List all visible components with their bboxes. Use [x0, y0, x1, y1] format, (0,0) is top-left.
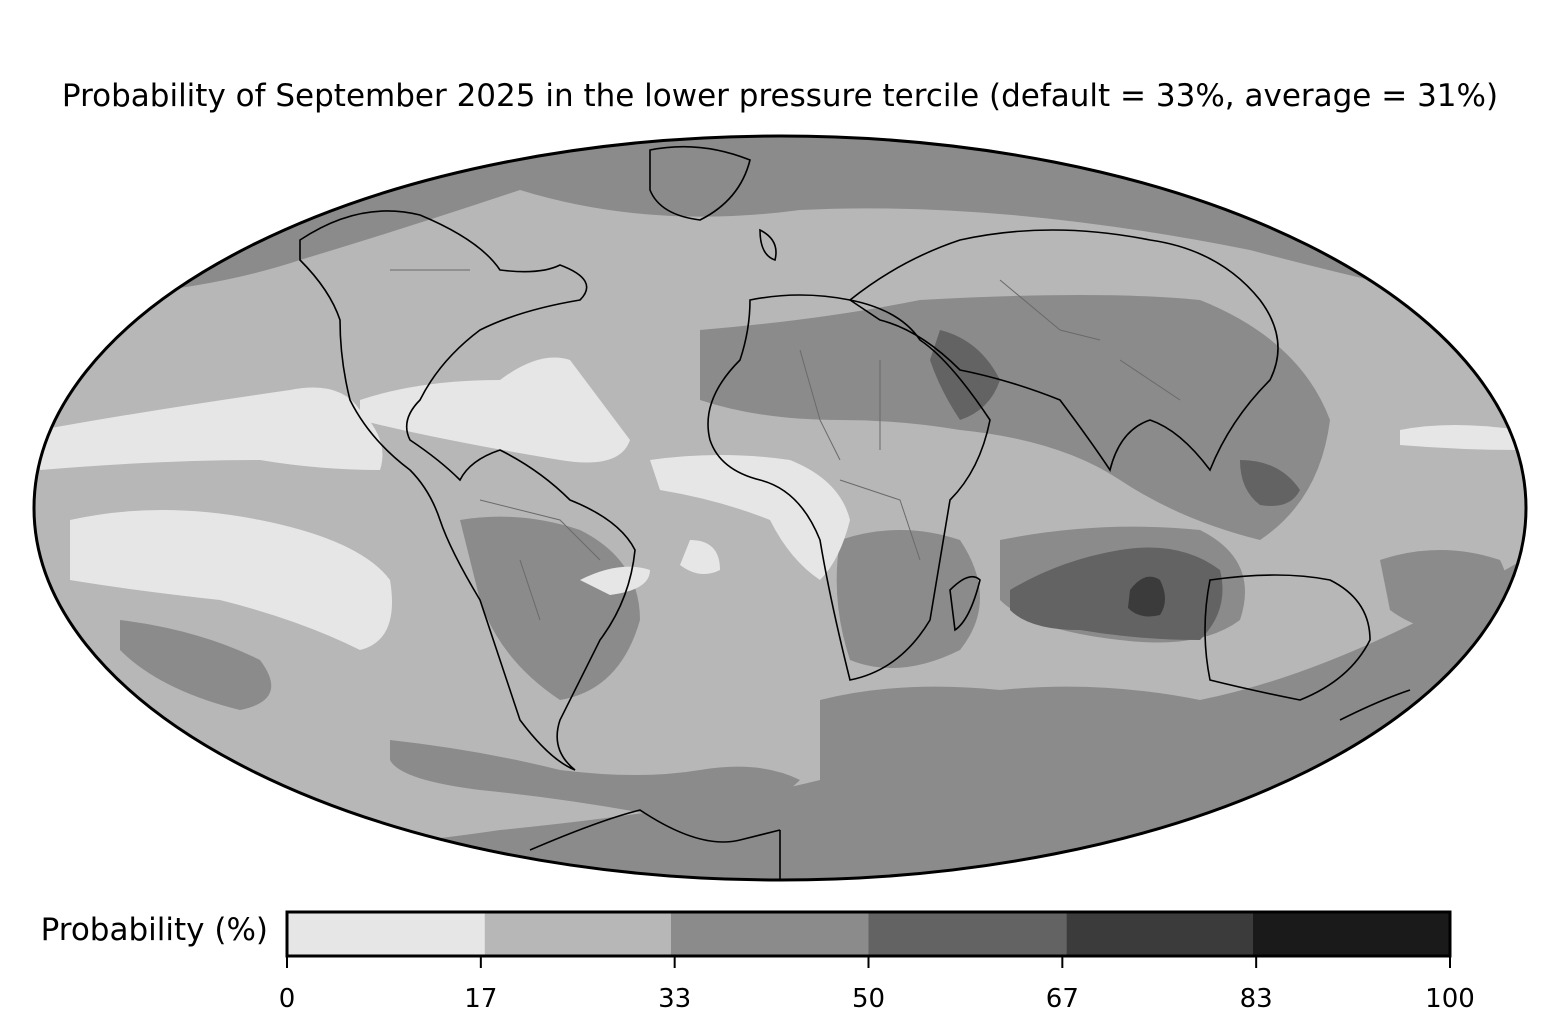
colorbar-label: Probability (%): [40, 912, 268, 948]
colorbar-tick-label: 50: [851, 984, 886, 1014]
coastlines: [299, 145, 1411, 880]
globe-outline: [32, 134, 1528, 882]
colorbar: [285, 910, 1452, 968]
colorbar-tick-label: 83: [1239, 984, 1273, 1014]
colorbar-bin-3: [868, 912, 1067, 956]
colorbar-tick-label: 17: [464, 984, 498, 1014]
field-bin-50-67: [930, 330, 1300, 640]
colorbar-tick-label: 100: [1425, 984, 1475, 1014]
map-title: Probability of September 2025 in the low…: [61, 78, 1499, 114]
colorbar-tick-label: 33: [658, 984, 692, 1014]
colorbar-bin-0: [287, 912, 485, 956]
colorbar-bin-1: [484, 912, 671, 956]
field-bin-67-83: [1128, 576, 1165, 617]
colorbar-tick-label: 0: [278, 984, 296, 1014]
colorbar-bin-4: [1066, 912, 1253, 956]
colorbar-tick-label: 67: [1045, 984, 1079, 1014]
colorbar-bin-5: [1252, 912, 1450, 956]
colorbar-bin-2: [670, 912, 869, 956]
field-bin-0-17: [40, 357, 1520, 650]
country-borders: [390, 269, 1181, 621]
probability-field: [34, 136, 1526, 880]
